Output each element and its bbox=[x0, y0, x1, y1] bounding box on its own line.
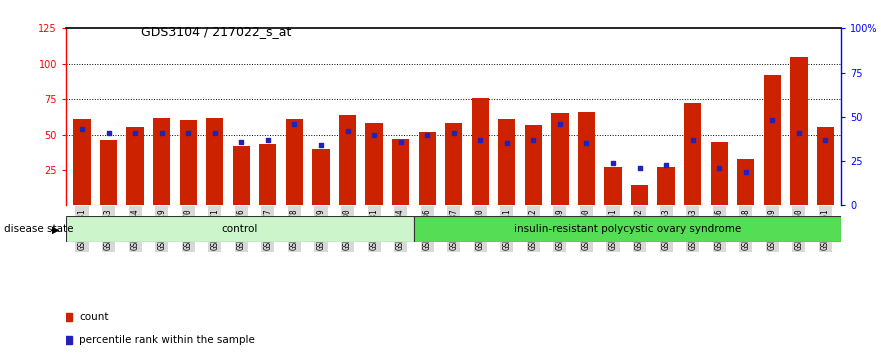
Bar bbox=[578, 112, 595, 205]
Bar bbox=[498, 119, 515, 205]
Point bbox=[553, 121, 567, 127]
Bar bbox=[100, 140, 117, 205]
Bar bbox=[418, 132, 436, 205]
Bar bbox=[392, 139, 410, 205]
Bar bbox=[684, 103, 701, 205]
Point bbox=[792, 130, 806, 136]
Point bbox=[818, 137, 833, 143]
Point bbox=[154, 130, 168, 136]
Point bbox=[101, 130, 115, 136]
Point bbox=[447, 130, 461, 136]
Point bbox=[659, 162, 673, 167]
Point bbox=[526, 137, 540, 143]
Bar bbox=[66, 216, 413, 242]
Point bbox=[340, 128, 354, 134]
Bar bbox=[259, 144, 277, 205]
Point bbox=[712, 165, 726, 171]
Bar bbox=[657, 167, 675, 205]
Bar bbox=[445, 123, 463, 205]
Point bbox=[473, 137, 487, 143]
Text: ▶: ▶ bbox=[52, 224, 60, 234]
Point bbox=[367, 132, 381, 137]
Bar bbox=[153, 118, 170, 205]
Bar bbox=[366, 123, 382, 205]
Bar bbox=[233, 146, 250, 205]
Bar bbox=[631, 185, 648, 205]
Text: GDS3104 / 217022_s_at: GDS3104 / 217022_s_at bbox=[141, 25, 292, 38]
Text: control: control bbox=[222, 224, 258, 234]
Bar bbox=[285, 119, 303, 205]
Bar bbox=[339, 115, 356, 205]
Text: insulin-resistant polycystic ovary syndrome: insulin-resistant polycystic ovary syndr… bbox=[514, 224, 741, 234]
Bar bbox=[711, 142, 728, 205]
Point bbox=[580, 141, 594, 146]
Point bbox=[234, 139, 248, 144]
Bar bbox=[180, 120, 196, 205]
Text: count: count bbox=[79, 312, 108, 322]
Point bbox=[75, 126, 89, 132]
Point bbox=[208, 130, 222, 136]
Text: percentile rank within the sample: percentile rank within the sample bbox=[79, 335, 255, 346]
Bar bbox=[413, 216, 841, 242]
Point bbox=[420, 132, 434, 137]
Point bbox=[314, 142, 328, 148]
Bar bbox=[737, 159, 754, 205]
Point bbox=[394, 139, 408, 144]
Bar bbox=[604, 167, 622, 205]
Point bbox=[606, 160, 620, 166]
Point bbox=[128, 130, 142, 136]
Point bbox=[685, 137, 700, 143]
Bar bbox=[790, 57, 808, 205]
Bar bbox=[127, 127, 144, 205]
Point bbox=[287, 121, 301, 127]
Bar bbox=[817, 127, 834, 205]
Point bbox=[766, 118, 780, 123]
Bar bbox=[73, 119, 91, 205]
Text: disease state: disease state bbox=[4, 224, 74, 234]
Bar bbox=[552, 113, 568, 205]
Point bbox=[181, 130, 196, 136]
Bar bbox=[206, 118, 224, 205]
Bar bbox=[764, 75, 781, 205]
Point bbox=[500, 141, 514, 146]
Point bbox=[261, 137, 275, 143]
Bar bbox=[313, 149, 329, 205]
Point bbox=[633, 165, 647, 171]
Bar bbox=[525, 125, 542, 205]
Point bbox=[739, 169, 753, 175]
Bar bbox=[471, 98, 489, 205]
